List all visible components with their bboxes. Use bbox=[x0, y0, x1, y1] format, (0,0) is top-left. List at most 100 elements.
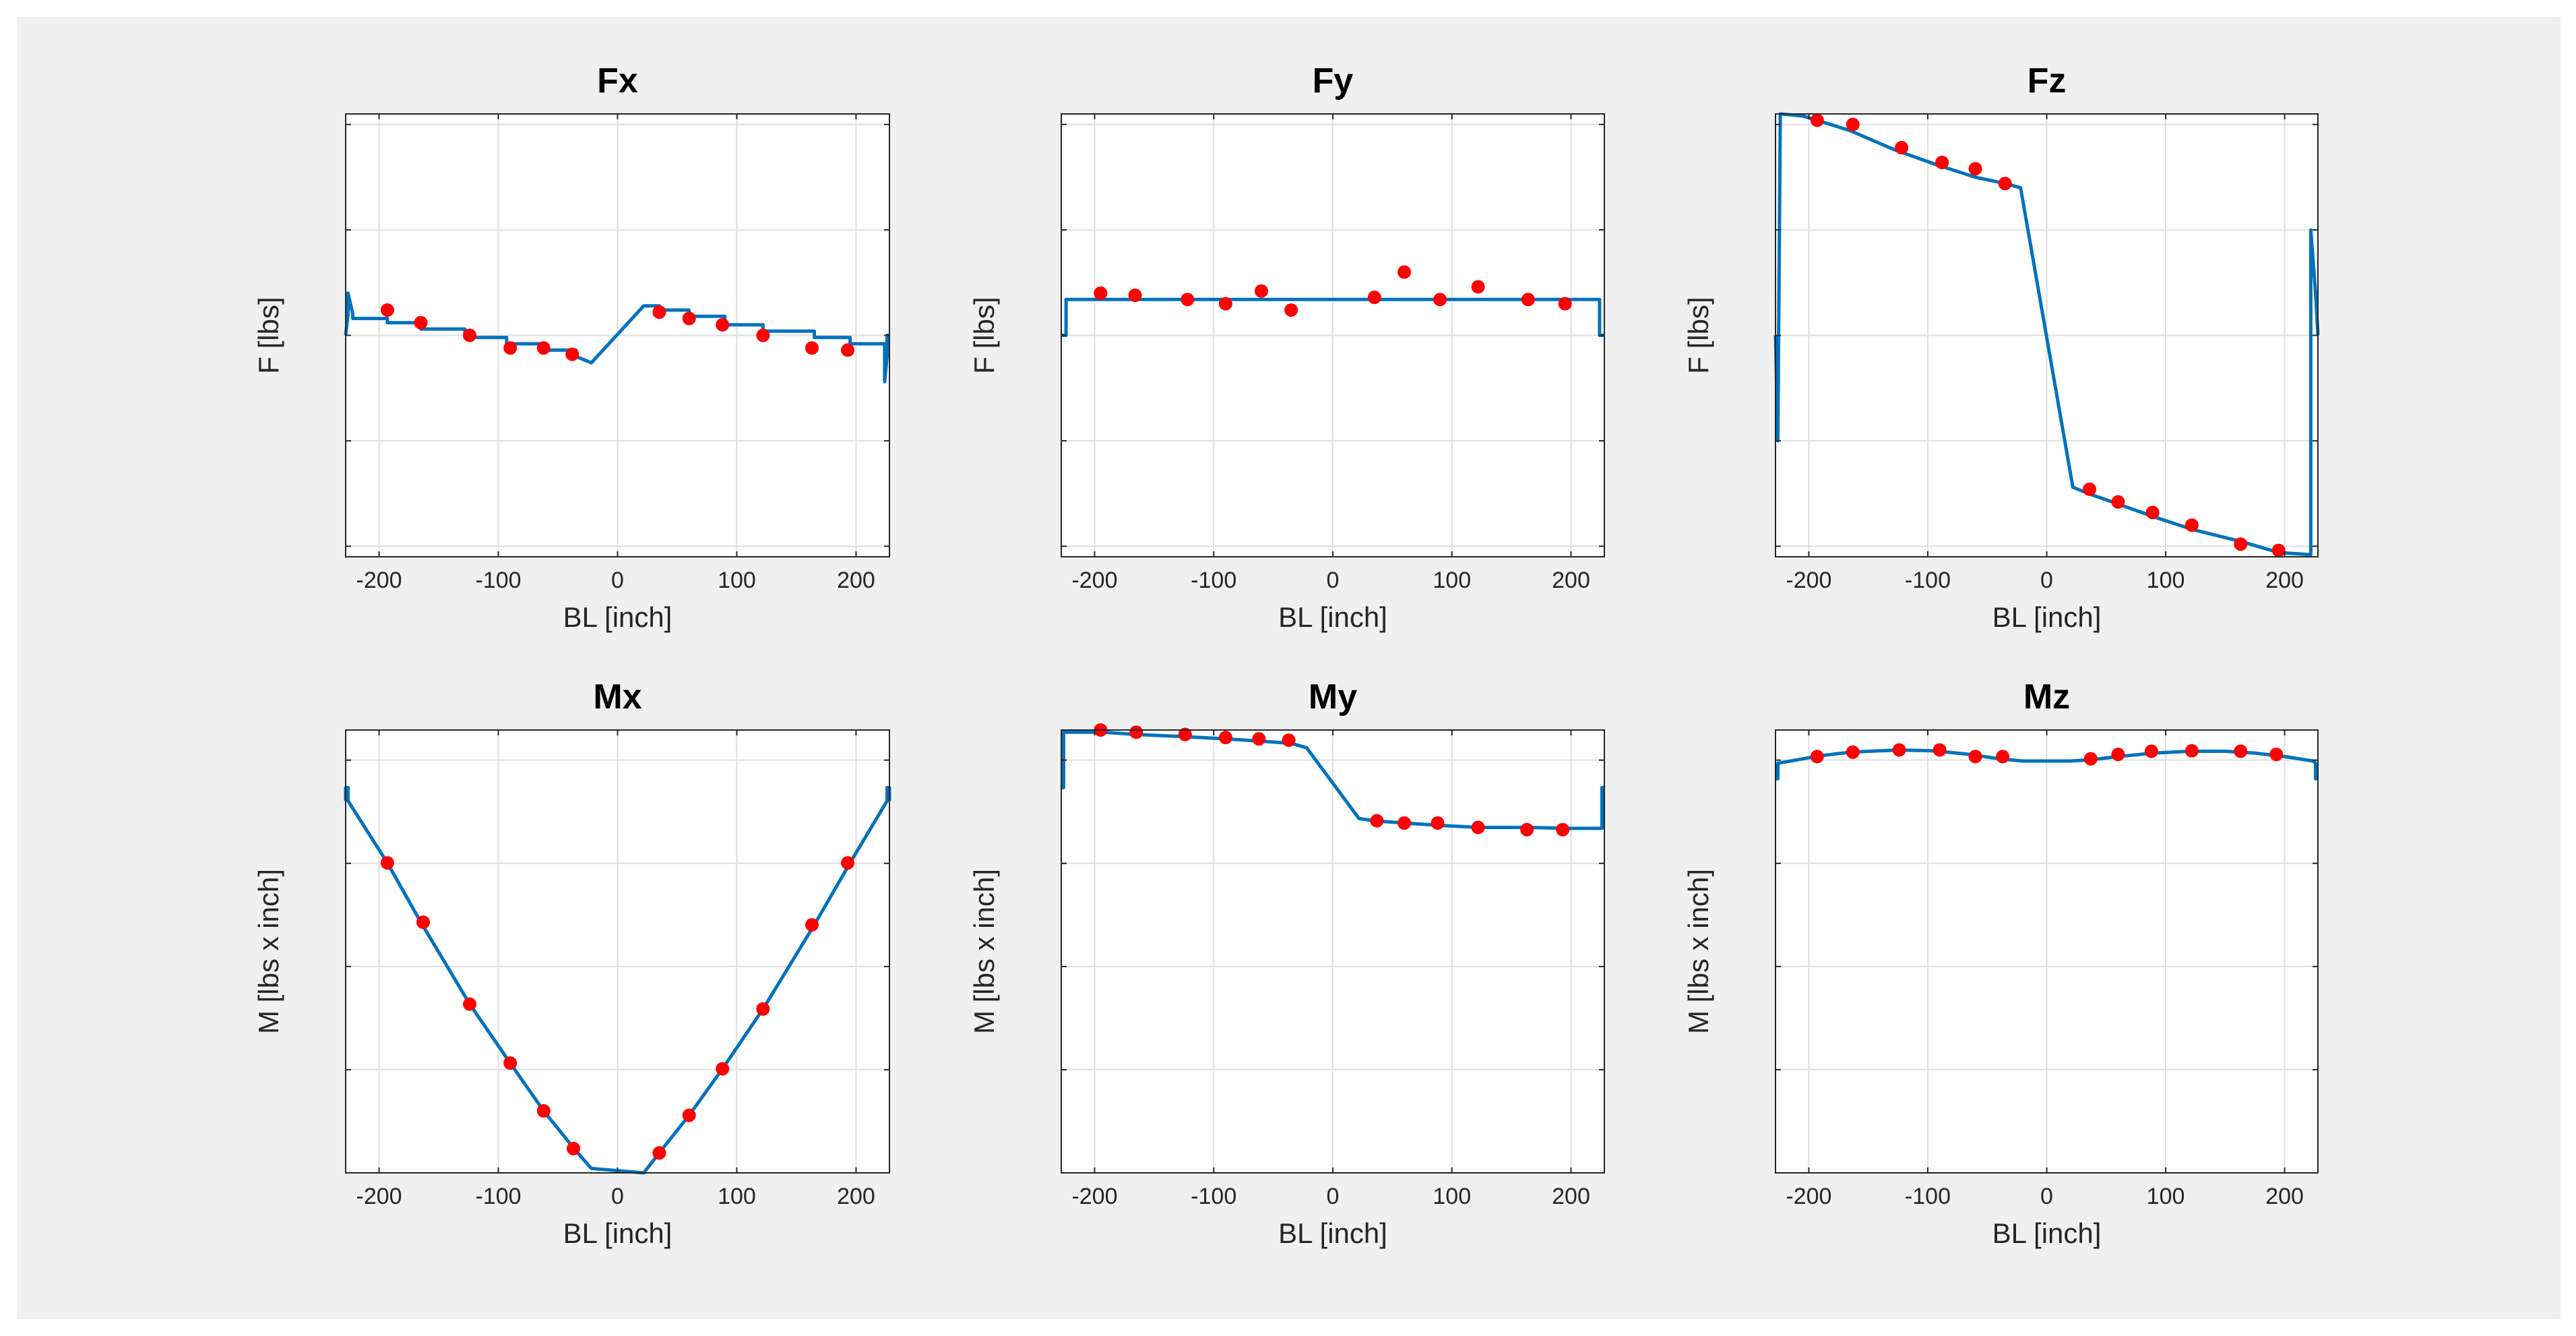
data-point bbox=[1935, 155, 1949, 169]
data-point bbox=[1178, 727, 1192, 741]
x-tick-label: 200 bbox=[837, 568, 875, 593]
data-point bbox=[2111, 495, 2125, 509]
chart-title: Fy bbox=[1313, 61, 1354, 100]
data-point bbox=[463, 997, 477, 1011]
data-point bbox=[2271, 543, 2286, 557]
data-point bbox=[2111, 748, 2125, 762]
x-tick-label: 0 bbox=[1327, 1184, 1340, 1209]
x-axis-label: BL [inch] bbox=[1992, 601, 2102, 633]
y-axis-label: F [lbs] bbox=[968, 297, 1000, 373]
data-point bbox=[1431, 816, 1445, 830]
data-point bbox=[380, 856, 394, 870]
data-point bbox=[756, 1002, 770, 1016]
x-tick-label: -100 bbox=[1905, 1184, 1951, 1209]
data-point bbox=[565, 347, 579, 361]
data-point bbox=[841, 343, 855, 357]
x-axis-label: BL [inch] bbox=[1278, 1217, 1387, 1249]
data-point bbox=[536, 1104, 551, 1118]
data-point bbox=[682, 311, 696, 326]
data-point bbox=[1128, 289, 1142, 303]
data-point bbox=[805, 341, 819, 355]
data-point bbox=[1998, 177, 2012, 191]
chart-fx: -200 -100 0 100 200 Fx BL [inch] F [lbs] bbox=[253, 61, 890, 633]
x-tick-label: 100 bbox=[2147, 1184, 2185, 1209]
data-point bbox=[1810, 113, 1824, 127]
data-point bbox=[503, 1056, 517, 1070]
x-tick-label: 0 bbox=[2040, 1184, 2053, 1209]
data-point bbox=[1471, 280, 1485, 294]
chart-mx: -200 -100 0 100 200 Mx BL [inch] M [lbs x inch] bbox=[253, 677, 891, 1249]
x-tick-label: 0 bbox=[1327, 568, 1340, 593]
data-point bbox=[1892, 743, 1906, 757]
data-point bbox=[503, 341, 517, 355]
x-tick-label: -200 bbox=[1071, 568, 1117, 593]
x-tick-label: 200 bbox=[2265, 1184, 2304, 1209]
data-point bbox=[1218, 731, 1232, 745]
x-tick-label: 100 bbox=[1433, 568, 1471, 593]
data-point bbox=[1397, 265, 1412, 279]
x-tick-label: 0 bbox=[2040, 568, 2053, 593]
x-tick-label: -100 bbox=[1191, 1184, 1236, 1209]
x-tick-label: 200 bbox=[1552, 1184, 1590, 1209]
data-point bbox=[1846, 745, 1860, 759]
data-point bbox=[1471, 820, 1485, 834]
data-point bbox=[1968, 162, 1982, 176]
data-point bbox=[1521, 293, 1535, 307]
x-tick-label: 200 bbox=[2265, 568, 2304, 593]
data-point bbox=[716, 1062, 730, 1076]
x-axis-label: BL [inch] bbox=[1992, 1217, 2102, 1249]
chart-my: -200 -100 0 100 200 My BL [inch] M [lbs x inch] bbox=[968, 677, 1605, 1249]
data-point bbox=[463, 328, 477, 342]
data-point bbox=[536, 341, 551, 355]
x-tick-label: 100 bbox=[718, 568, 756, 593]
chart-title: Fz bbox=[2028, 61, 2067, 100]
data-point bbox=[2234, 537, 2248, 551]
data-point bbox=[1895, 141, 1909, 155]
data-point bbox=[652, 1146, 666, 1160]
y-axis-label: M [lbs x inch] bbox=[968, 869, 1000, 1034]
x-tick-label: -100 bbox=[1905, 568, 1951, 593]
data-point bbox=[2083, 482, 2097, 496]
data-point bbox=[1433, 293, 1447, 307]
data-point bbox=[1218, 297, 1232, 311]
x-tick-label: -100 bbox=[1191, 568, 1236, 593]
data-point bbox=[416, 915, 431, 930]
y-axis-label: M [lbs x inch] bbox=[1683, 869, 1714, 1034]
x-tick-label: -200 bbox=[1786, 568, 1831, 593]
chart-title: Mx bbox=[593, 677, 641, 717]
series-line-model bbox=[1773, 112, 2320, 557]
x-tick-label: -100 bbox=[475, 1184, 521, 1209]
data-point bbox=[2083, 752, 2098, 766]
data-point bbox=[1129, 725, 1143, 739]
data-point bbox=[380, 303, 394, 317]
data-point bbox=[2145, 506, 2160, 520]
series-line-model bbox=[344, 291, 889, 384]
x-tick-label: -200 bbox=[356, 568, 402, 593]
x-tick-label: 200 bbox=[1552, 568, 1590, 593]
data-point bbox=[1282, 733, 1296, 748]
data-point bbox=[1556, 822, 1570, 837]
data-point bbox=[1968, 750, 1982, 764]
x-tick-label: 0 bbox=[611, 1184, 624, 1209]
data-point bbox=[2234, 744, 2248, 758]
x-tick-label: 100 bbox=[718, 1184, 756, 1209]
y-axis-label: F [lbs] bbox=[253, 297, 284, 373]
chart-title: Fx bbox=[597, 61, 638, 100]
data-point bbox=[652, 305, 666, 320]
chart-fy: -200 -100 0 100 200 Fy BL [inch] F [lbs] bbox=[968, 61, 1605, 633]
data-point bbox=[756, 328, 770, 342]
data-point bbox=[1284, 303, 1298, 317]
data-point bbox=[414, 315, 428, 330]
data-point bbox=[1520, 822, 1534, 837]
data-point bbox=[2144, 744, 2158, 758]
data-point bbox=[682, 1108, 696, 1122]
chart-title: My bbox=[1309, 677, 1357, 717]
data-point bbox=[1558, 297, 1572, 311]
x-tick-label: -200 bbox=[356, 1184, 402, 1209]
y-axis-label: M [lbs x inch] bbox=[253, 869, 284, 1034]
y-axis-label: F [lbs] bbox=[1683, 297, 1714, 373]
series-line-model bbox=[1061, 730, 1604, 830]
x-tick-label: -200 bbox=[1071, 1184, 1117, 1209]
data-point bbox=[567, 1141, 581, 1155]
chart-fz: -200 -100 0 100 200 Fz BL [inch] F [lbs] bbox=[1683, 61, 2320, 633]
